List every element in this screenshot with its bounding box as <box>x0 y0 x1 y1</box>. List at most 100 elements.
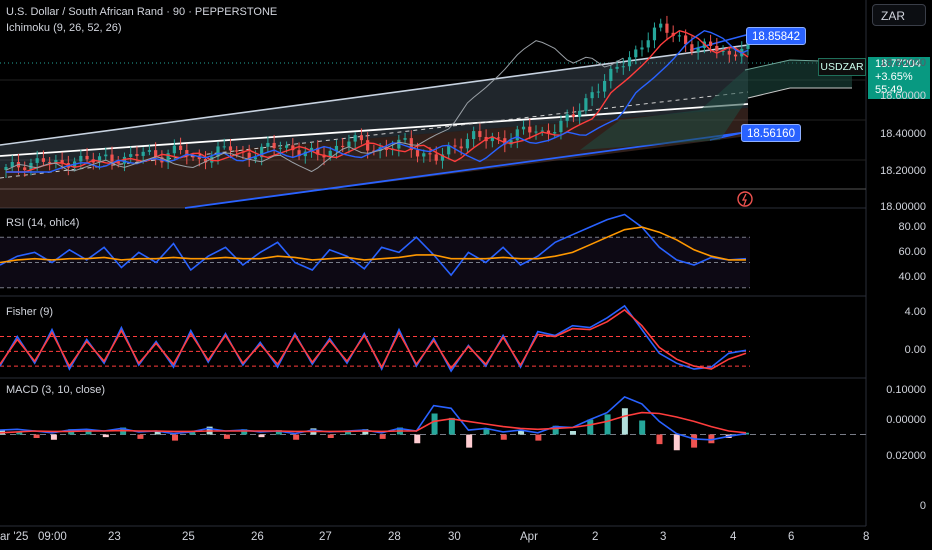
ichimoku-conversion-line <box>6 29 749 173</box>
rsi-label[interactable]: RSI (14, ohlc4) <box>6 217 80 229</box>
symbol-price-label: USDZAR <box>818 58 866 76</box>
ichimoku-label[interactable]: Ichimoku (9, 26, 52, 26) <box>6 22 122 34</box>
fisher-axis-label: 4.00 <box>904 306 926 318</box>
macd-histogram-bar <box>587 419 594 435</box>
time-axis-label: Apr <box>520 531 538 543</box>
candle-body <box>727 50 731 55</box>
candle-body <box>434 154 438 161</box>
time-axis-label: 3 <box>660 531 667 543</box>
ichimoku-lagging-line <box>5 40 624 173</box>
macd-histogram-bar <box>16 431 23 435</box>
macd-histogram-bar <box>85 430 92 435</box>
candle-body <box>621 66 625 68</box>
candle-body <box>509 140 513 145</box>
candle-body <box>54 160 58 163</box>
price-axis-label-obscured: 18.80000 <box>880 57 926 69</box>
candle-body <box>721 50 725 52</box>
time-axis-label: 26 <box>251 531 264 543</box>
macd-axis-label: 0 <box>919 500 926 512</box>
macd-histogram-bar <box>500 434 507 440</box>
candle-body <box>472 131 476 140</box>
time-axis-label: 25 <box>182 531 195 543</box>
macd-histogram-bar <box>154 431 161 435</box>
rsi-line <box>0 213 747 277</box>
macd-histogram-bar <box>293 434 300 440</box>
candle-body <box>154 150 158 158</box>
macd-histogram-bar <box>569 431 576 435</box>
macd-histogram-bar <box>604 414 611 435</box>
candle-body <box>696 47 700 52</box>
candle-body <box>278 147 282 149</box>
time-axis-label: ar '25 <box>0 531 29 543</box>
macd-histogram-bar <box>656 434 663 445</box>
candle-body <box>440 154 445 161</box>
candle-body <box>129 154 133 157</box>
candle-body <box>253 157 258 160</box>
macd-histogram-bar <box>345 431 352 435</box>
macd-histogram-bar <box>691 434 698 448</box>
macd-line <box>0 395 747 441</box>
upper-channel-fill <box>0 45 748 168</box>
macd-histogram-bar <box>33 434 40 438</box>
candle-body <box>291 145 295 151</box>
candle-body <box>684 35 688 45</box>
candle-body <box>166 153 170 163</box>
candle-body <box>578 110 582 117</box>
alert-icon <box>737 191 753 207</box>
candle-body <box>216 146 220 157</box>
candle-body <box>496 137 501 139</box>
price-axis-label: 18.60000 <box>880 90 926 102</box>
candle-body <box>615 66 619 69</box>
time-axis-label: 4 <box>730 531 737 543</box>
candle-body <box>584 98 588 111</box>
macd-histogram-bar <box>137 434 144 439</box>
candle-body <box>652 27 657 41</box>
macd-histogram-bar <box>466 434 473 448</box>
time-axis-label: 23 <box>108 531 121 543</box>
time-axis-label: 30 <box>448 531 461 543</box>
macd-histogram-bar <box>223 434 230 439</box>
candle-body <box>528 126 532 133</box>
last-price-change: +3.65% <box>875 71 913 83</box>
candle-body <box>79 155 83 162</box>
candle-body <box>203 158 208 163</box>
macd-histogram-bar <box>535 434 542 441</box>
candle-body <box>540 130 544 132</box>
macd-histogram-bar <box>673 434 680 451</box>
candle-body <box>284 145 289 148</box>
alert-bolt-icon <box>741 193 747 206</box>
macd-label[interactable]: MACD (3, 10, close) <box>6 384 106 396</box>
macd-histogram-bar <box>552 425 559 435</box>
candle-body <box>690 44 694 52</box>
macd-axis-label: 0.02000 <box>886 450 926 462</box>
candle-body <box>422 153 426 157</box>
candle-body <box>565 114 569 121</box>
candle-body <box>141 151 145 156</box>
candle-body <box>384 147 388 151</box>
macd-histogram-bar <box>172 434 179 441</box>
fisher-label[interactable]: Fisher (9) <box>6 306 54 318</box>
candle-body <box>228 146 233 151</box>
fisher-axis-label: 0.00 <box>904 344 926 356</box>
candle-body <box>397 139 401 149</box>
currency-selector[interactable]: ZAR <box>872 4 926 26</box>
candle-body <box>459 146 463 149</box>
candle-body <box>35 158 39 163</box>
macd-histogram-bar <box>431 413 438 435</box>
macd-histogram-bar <box>708 434 715 444</box>
candle-body <box>135 154 139 156</box>
candle-body <box>609 68 613 81</box>
candle-body <box>272 142 276 149</box>
candle-body <box>665 23 669 33</box>
candle-body <box>334 145 339 151</box>
candle-body <box>41 158 46 162</box>
macd-axis-label: 0.10000 <box>886 384 926 396</box>
candle-body <box>521 126 526 130</box>
candle-body <box>85 155 89 160</box>
macd-histogram-bar <box>362 429 369 435</box>
candle-body <box>428 153 432 155</box>
ichimoku-base-line <box>6 29 749 173</box>
candle-body <box>347 141 351 147</box>
time-axis-label: 28 <box>388 531 401 543</box>
